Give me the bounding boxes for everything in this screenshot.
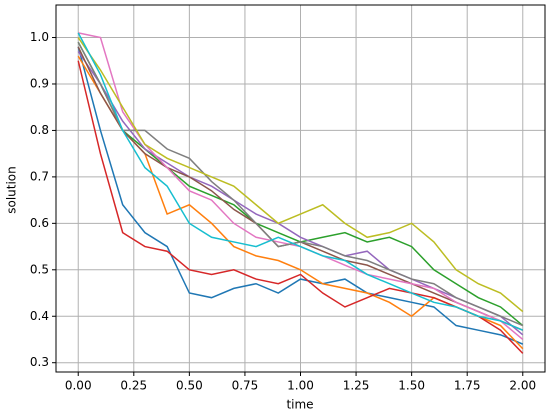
x-tick-label: 0.50 xyxy=(176,379,203,393)
x-tick-label: 0.75 xyxy=(232,379,259,393)
line xyxy=(77,32,524,331)
y-tick-label: 0.5 xyxy=(30,262,49,276)
line xyxy=(77,51,524,336)
line xyxy=(77,41,524,327)
y-tick-label: 1.0 xyxy=(30,30,49,44)
y-tick-label: 0.3 xyxy=(30,355,49,369)
x-tick-label: 1.50 xyxy=(398,379,425,393)
x-tick-label: 2.00 xyxy=(509,379,536,393)
y-axis-label: solution xyxy=(5,166,19,214)
x-tick-label: 1.75 xyxy=(454,379,481,393)
y-tick-label: 0.6 xyxy=(30,216,49,230)
y-tick-label: 0.9 xyxy=(30,76,49,90)
y-tick-label: 0.7 xyxy=(30,169,49,183)
x-tick-label: 1.00 xyxy=(287,379,314,393)
line xyxy=(77,37,524,313)
x-tick-label: 0.00 xyxy=(65,379,92,393)
x-tick-label: 1.25 xyxy=(343,379,370,393)
x-axis-label: time xyxy=(286,398,313,412)
plot-frame xyxy=(55,4,546,373)
x-tick-label: 0.25 xyxy=(120,379,147,393)
y-tick-label: 0.4 xyxy=(30,309,49,323)
y-tick-label: 0.8 xyxy=(30,123,49,137)
line xyxy=(77,46,524,345)
line xyxy=(77,60,524,354)
